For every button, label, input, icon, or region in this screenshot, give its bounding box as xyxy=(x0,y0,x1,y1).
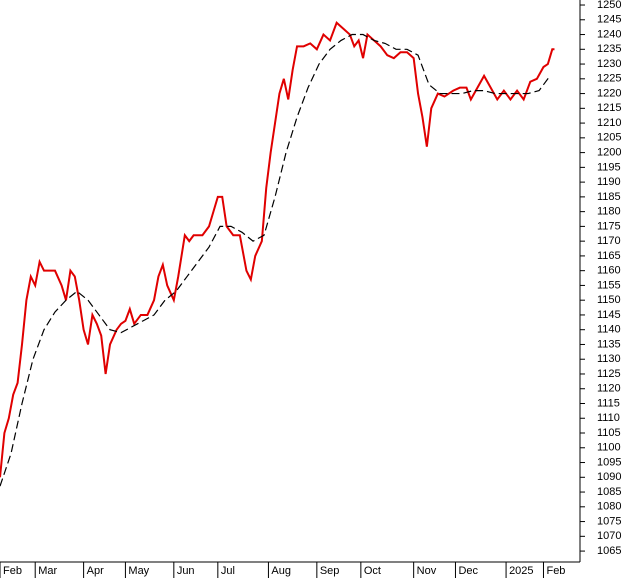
x-tick-label: Sep xyxy=(320,565,340,577)
y-tick-label: 1170 xyxy=(597,235,621,247)
y-tick-label: 1180 xyxy=(597,206,621,218)
x-tick-label: Jun xyxy=(177,565,195,577)
y-tick-label: 1140 xyxy=(597,324,621,336)
y-tick-label: 1190 xyxy=(597,176,621,188)
x-tick-label: Dec xyxy=(458,565,478,577)
y-tick-label: 1115 xyxy=(597,397,620,409)
y-tick-label: 1200 xyxy=(597,147,621,159)
y-tick-label: 1250 xyxy=(597,0,621,11)
x-tick-label: Mar xyxy=(38,565,57,577)
y-tick-label: 1235 xyxy=(597,43,621,55)
y-tick-label: 1080 xyxy=(597,501,621,513)
y-tick-label: 1070 xyxy=(597,530,621,542)
x-tick-label: Apr xyxy=(87,565,104,577)
y-tick-label: 1245 xyxy=(597,14,621,26)
y-tick-label: 1240 xyxy=(597,28,621,40)
y-tick-label: 1095 xyxy=(597,456,621,468)
x-tick-label: Nov xyxy=(417,565,437,577)
x-tick-label: Feb xyxy=(546,565,565,577)
y-tick-label: 1085 xyxy=(597,486,621,498)
x-tick-label: Oct xyxy=(364,565,381,577)
y-tick-label: 1150 xyxy=(597,294,621,306)
y-tick-label: 1135 xyxy=(597,338,621,350)
x-tick-label: Jul xyxy=(221,565,235,577)
y-tick-label: 1185 xyxy=(597,191,621,203)
y-tick-label: 1175 xyxy=(597,220,621,232)
y-tick-label: 1090 xyxy=(597,471,621,483)
y-tick-label: 1120 xyxy=(597,383,621,395)
y-tick-label: 1075 xyxy=(597,515,621,527)
price-line xyxy=(0,21,555,478)
y-tick-label: 1220 xyxy=(597,87,621,99)
y-tick-label: 1225 xyxy=(597,73,621,85)
y-tick-label: 1195 xyxy=(597,161,621,173)
moving-average-line xyxy=(0,33,551,487)
x-tick-label: Feb xyxy=(3,565,22,577)
y-tick-label: 1125 xyxy=(597,368,621,380)
y-tick-label: 1105 xyxy=(597,427,621,439)
y-tick-label: 1230 xyxy=(597,58,621,70)
y-tick-label: 1145 xyxy=(597,309,621,321)
y-tick-label: 1065 xyxy=(597,545,621,557)
y-tick-label: 1210 xyxy=(597,117,621,129)
y-tick-label: 1130 xyxy=(597,353,621,365)
y-tick-label: 1165 xyxy=(597,250,621,262)
y-tick-label: 1215 xyxy=(597,102,621,114)
y-tick-label: 1155 xyxy=(597,279,621,291)
y-tick-label: 1205 xyxy=(597,132,621,144)
y-tick-label: 1100 xyxy=(597,442,621,454)
x-tick-label: 2025 xyxy=(509,565,533,577)
y-tick-label: 1110 xyxy=(597,412,620,424)
x-tick-label: May xyxy=(128,565,149,577)
y-tick-label: 1160 xyxy=(597,265,621,277)
x-tick-label: Aug xyxy=(271,565,291,577)
